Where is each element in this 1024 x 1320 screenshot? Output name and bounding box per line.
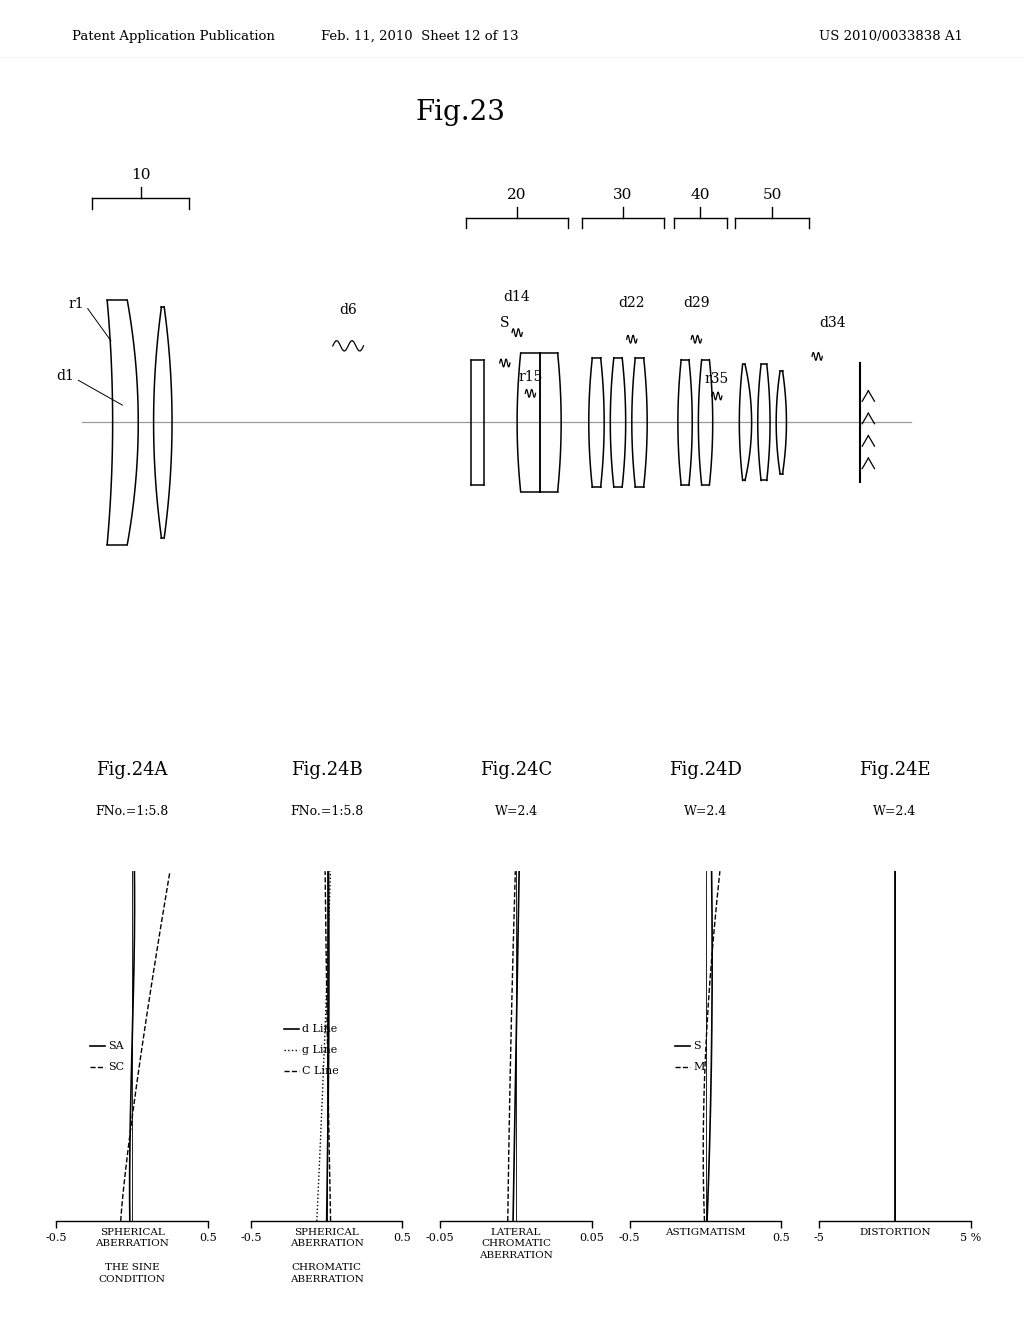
Text: d Line: d Line (302, 1023, 338, 1034)
Text: ASTIGMATISM: ASTIGMATISM (666, 1228, 745, 1237)
Text: d6: d6 (339, 302, 357, 317)
Text: LATERAL
CHROMATIC
ABERRATION: LATERAL CHROMATIC ABERRATION (479, 1228, 553, 1261)
Text: r1: r1 (69, 297, 84, 310)
Text: Fig.24A: Fig.24A (96, 760, 168, 779)
Text: Fig.24B: Fig.24B (291, 760, 362, 779)
Text: d1: d1 (56, 370, 74, 383)
Text: DISTORTION: DISTORTION (859, 1228, 931, 1237)
Text: SPHERICAL
ABERRATION

CHROMATIC
ABERRATION: SPHERICAL ABERRATION CHROMATIC ABERRATIO… (290, 1228, 364, 1284)
Text: W=2.4: W=2.4 (684, 805, 727, 818)
Text: g Line: g Line (302, 1044, 338, 1055)
Text: r35: r35 (705, 372, 729, 387)
Text: SPHERICAL
ABERRATION

THE SINE
CONDITION: SPHERICAL ABERRATION THE SINE CONDITION (95, 1228, 169, 1284)
Text: d34: d34 (819, 317, 846, 330)
Text: S: S (693, 1041, 701, 1051)
Text: W=2.4: W=2.4 (873, 805, 916, 818)
Text: SA: SA (108, 1041, 124, 1051)
Text: W=2.4: W=2.4 (495, 805, 538, 818)
Text: 50: 50 (763, 187, 781, 202)
Text: Fig.24C: Fig.24C (480, 760, 552, 779)
Text: Fig.24E: Fig.24E (859, 760, 931, 779)
Text: FNo.=1:5.8: FNo.=1:5.8 (290, 805, 364, 818)
Text: Fig.24D: Fig.24D (669, 760, 742, 779)
Text: d22: d22 (618, 296, 645, 310)
Text: S: S (500, 315, 510, 330)
Text: Feb. 11, 2010  Sheet 12 of 13: Feb. 11, 2010 Sheet 12 of 13 (322, 30, 518, 42)
Text: r15: r15 (518, 370, 543, 384)
Text: Fig.23: Fig.23 (416, 99, 506, 125)
Text: M: M (693, 1063, 705, 1072)
Text: SC: SC (108, 1063, 124, 1072)
Text: 10: 10 (131, 168, 151, 182)
Text: FNo.=1:5.8: FNo.=1:5.8 (95, 805, 169, 818)
Text: 40: 40 (690, 187, 711, 202)
Text: C Line: C Line (302, 1065, 339, 1076)
Text: US 2010/0033838 A1: US 2010/0033838 A1 (819, 30, 963, 42)
Text: 30: 30 (613, 187, 632, 202)
Text: Patent Application Publication: Patent Application Publication (72, 30, 274, 42)
Text: 20: 20 (507, 187, 527, 202)
Text: d29: d29 (683, 296, 710, 310)
Text: d14: d14 (504, 289, 530, 304)
